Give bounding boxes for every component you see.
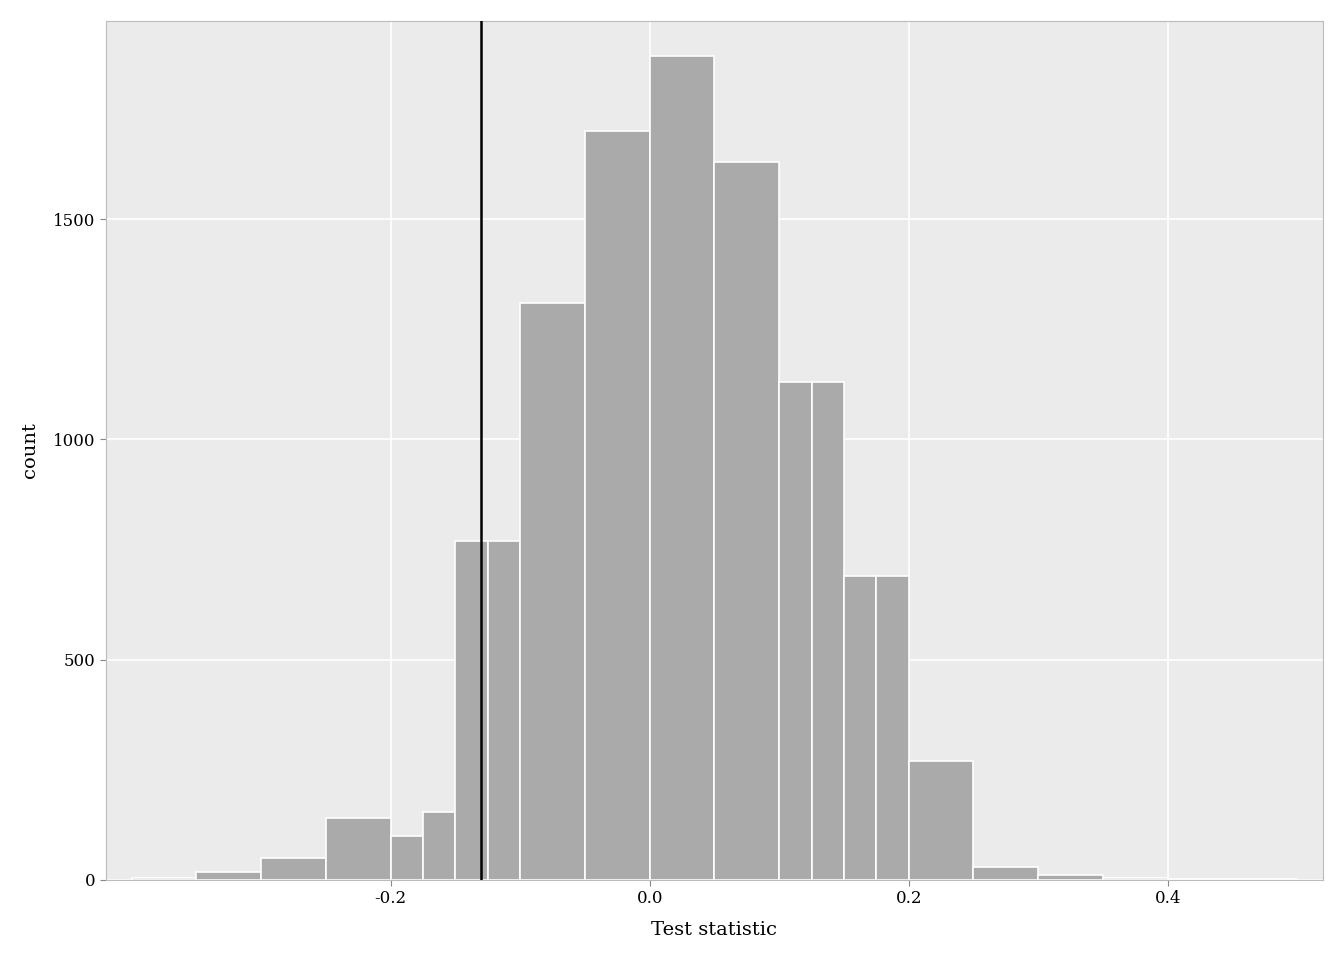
Bar	[715, 162, 780, 880]
X-axis label: Test statistic: Test statistic	[652, 922, 777, 939]
Bar	[780, 382, 812, 880]
Bar	[973, 867, 1038, 880]
Bar	[1038, 876, 1103, 880]
Bar	[909, 761, 973, 880]
Bar	[1103, 877, 1168, 880]
Bar	[196, 872, 261, 880]
Bar	[876, 576, 909, 880]
Bar	[456, 540, 488, 880]
Bar	[844, 576, 876, 880]
Bar	[1168, 878, 1232, 880]
Bar	[423, 811, 456, 880]
Bar	[488, 540, 520, 880]
Bar	[132, 877, 196, 880]
Bar	[391, 836, 423, 880]
Bar	[585, 131, 649, 880]
Bar	[520, 302, 585, 880]
Bar	[325, 818, 391, 880]
Bar	[812, 382, 844, 880]
Bar	[261, 858, 325, 880]
Y-axis label: count: count	[22, 422, 39, 478]
Bar	[649, 56, 715, 880]
